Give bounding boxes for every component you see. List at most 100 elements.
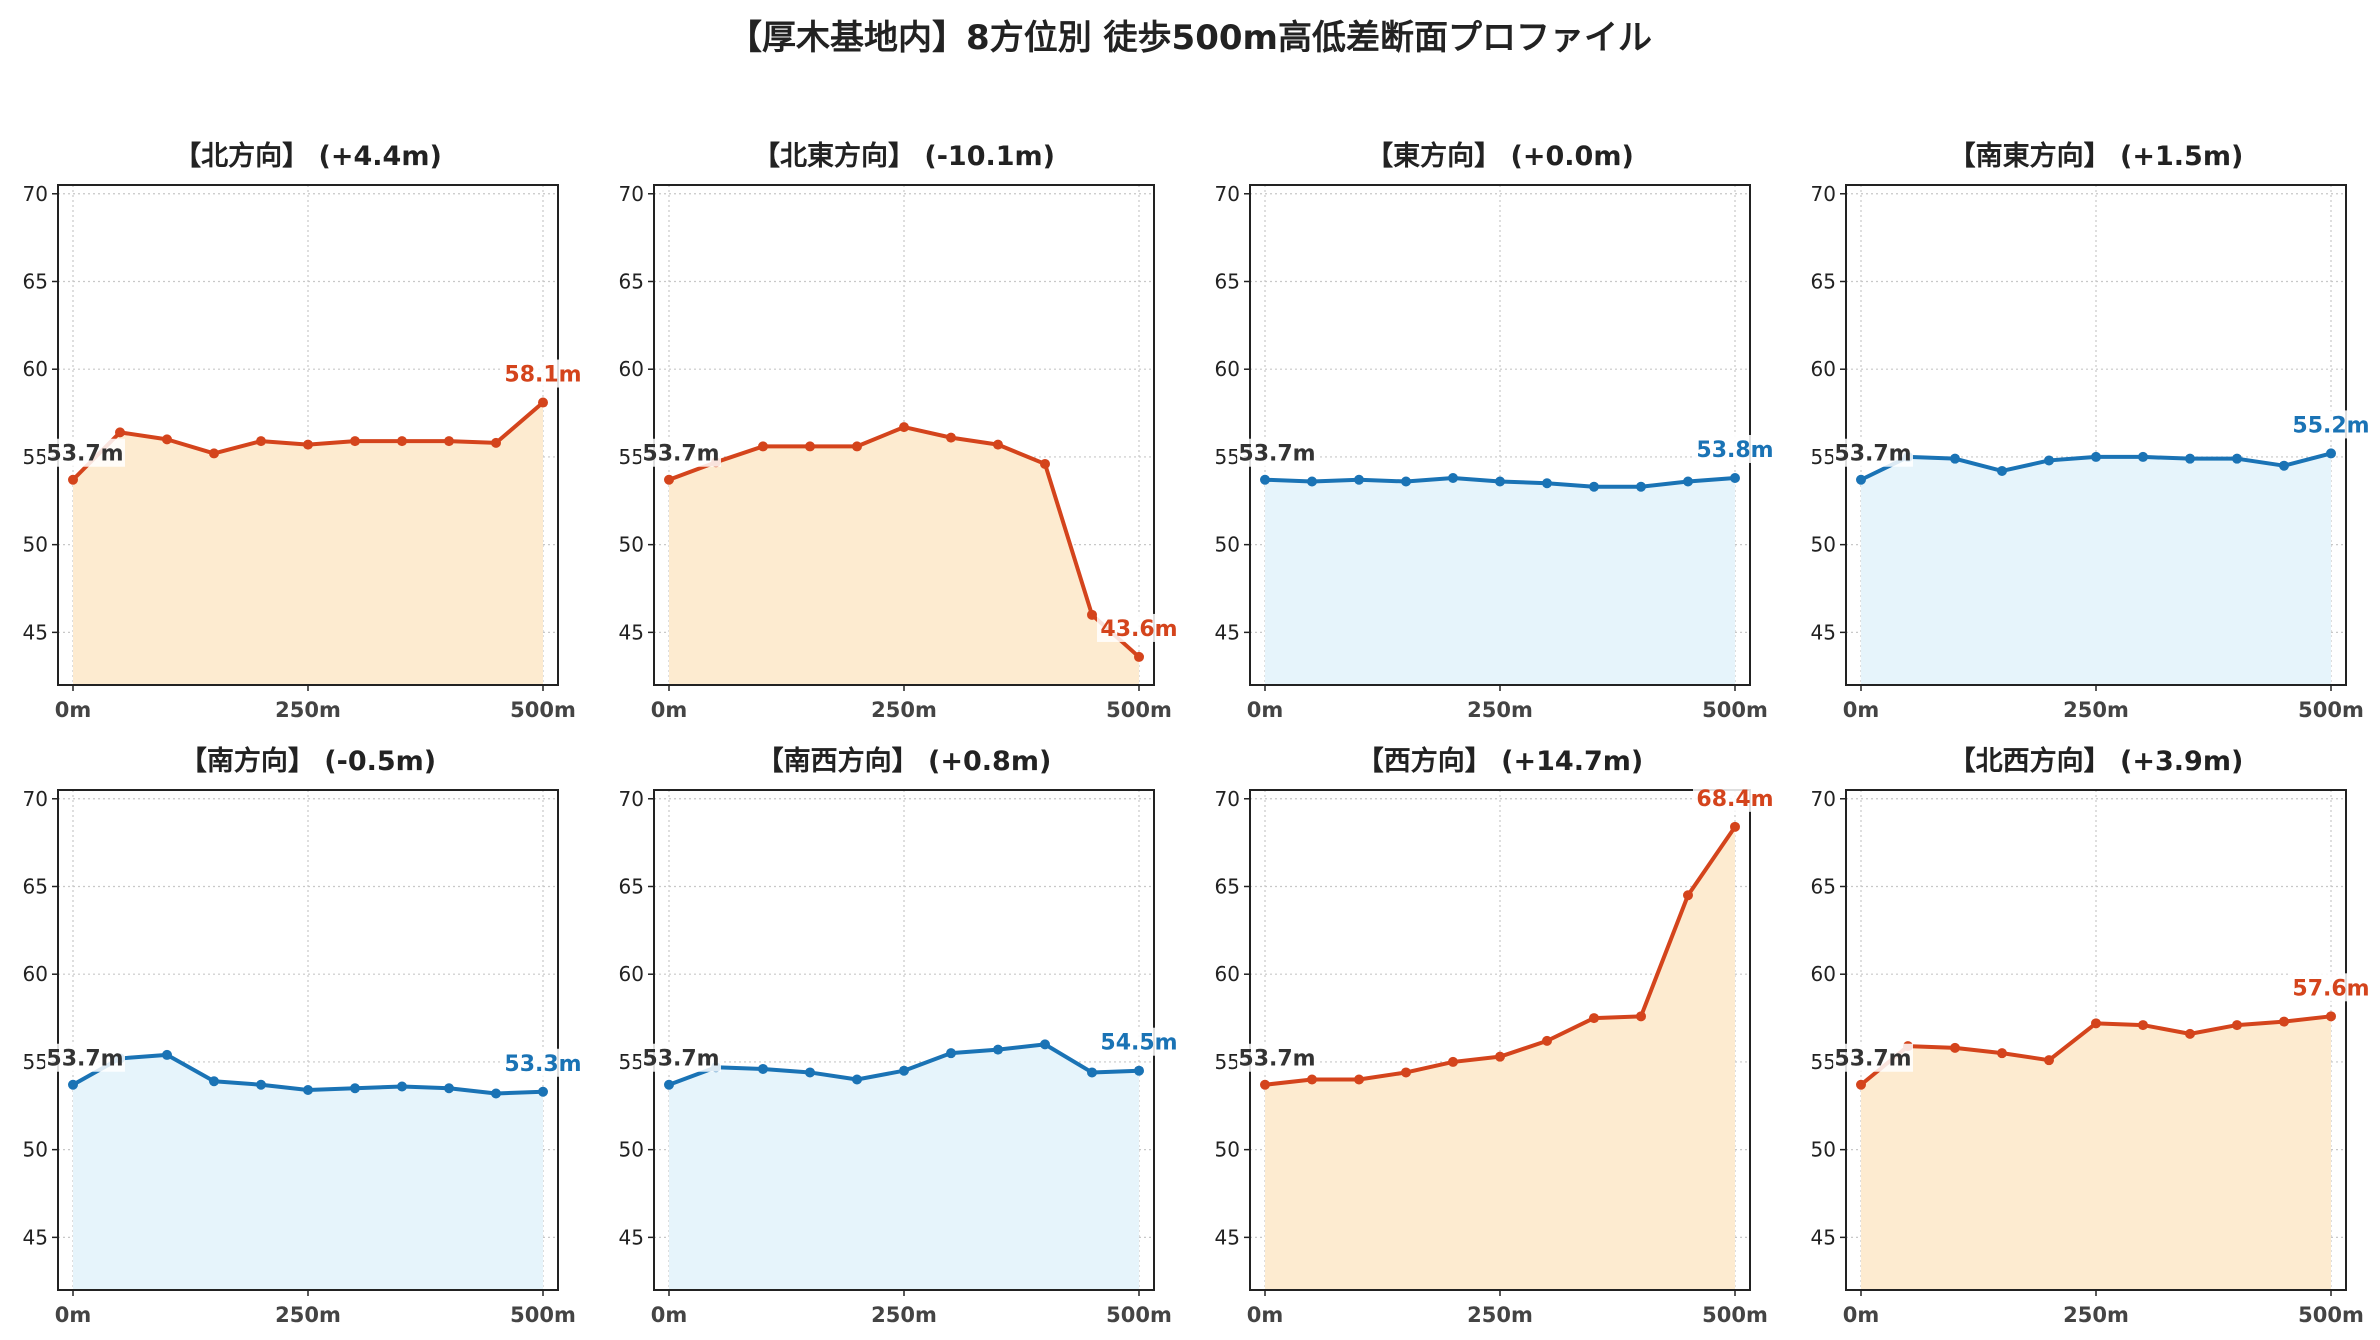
- data-point: [1260, 1079, 1270, 1090]
- start-label: 53.7m: [1238, 1047, 1315, 1072]
- chart-title: 【北西方向】 (+3.9m): [1949, 745, 2244, 777]
- end-label: 53.8m: [1696, 438, 1773, 463]
- data-point: [1636, 481, 1646, 492]
- data-point: [350, 1083, 360, 1094]
- y-tick-label: 45: [1215, 1225, 1240, 1249]
- data-point: [2326, 1011, 2336, 1022]
- data-point: [946, 1048, 956, 1059]
- x-tick-label: 250m: [275, 1303, 341, 1327]
- data-point: [664, 474, 674, 485]
- y-tick-label: 65: [619, 269, 644, 293]
- x-tick-label: 500m: [2298, 1303, 2364, 1327]
- end-label: 57.6m: [2292, 976, 2369, 1001]
- data-point: [303, 439, 313, 450]
- data-point: [1730, 472, 1740, 483]
- y-tick-label: 50: [1215, 1138, 1240, 1162]
- x-tick-label: 0m: [1843, 1303, 1880, 1327]
- data-point: [1856, 1079, 1866, 1090]
- y-tick-label: 60: [619, 962, 644, 986]
- y-tick-label: 55: [1811, 445, 1836, 469]
- end-label-bg: [501, 359, 585, 388]
- y-tick-label: 65: [1215, 269, 1240, 293]
- end-label-bg: [2289, 973, 2373, 1002]
- end-label-bg: [1693, 434, 1777, 463]
- chart-panel-7: 【北西方向】 (+3.9m) 45 50 55 60 65 70 0m 250m 500m 53.7…: [1811, 745, 2373, 1327]
- y-tick-label: 70: [619, 787, 644, 811]
- end-label: 53.3m: [504, 1052, 581, 1077]
- y-tick-label: 50: [23, 533, 48, 557]
- y-tick-label: 45: [619, 1225, 644, 1249]
- data-point: [1260, 474, 1270, 485]
- y-tick-label: 70: [1811, 182, 1836, 206]
- data-point: [1448, 472, 1458, 483]
- x-tick-label: 500m: [510, 698, 576, 722]
- y-tick-label: 50: [1215, 533, 1240, 557]
- y-tick-label: 60: [1215, 357, 1240, 381]
- data-point: [2044, 1055, 2054, 1066]
- start-label: 53.7m: [1834, 1047, 1911, 1072]
- start-label-bg: [45, 438, 125, 467]
- chart-panel-3: 【南東方向】 (+1.5m) 45 50 55 60 65 70 0m 250m 500m 53.7…: [1811, 140, 2373, 722]
- data-point: [1950, 453, 1960, 464]
- data-point: [852, 1074, 862, 1085]
- start-label: 53.7m: [642, 1047, 719, 1072]
- data-point: [1683, 476, 1693, 487]
- start-label-bg: [1833, 438, 1913, 467]
- data-point: [1730, 821, 1740, 832]
- data-point: [1997, 465, 2007, 476]
- y-tick-label: 60: [23, 357, 48, 381]
- y-tick-label: 50: [23, 1138, 48, 1162]
- x-tick-label: 250m: [1467, 1303, 1533, 1327]
- y-tick-label: 55: [619, 1050, 644, 1074]
- data-point: [68, 1079, 78, 1090]
- x-tick-label: 250m: [2063, 698, 2129, 722]
- y-tick-label: 55: [23, 1050, 48, 1074]
- y-tick-label: 45: [1215, 620, 1240, 644]
- x-tick-label: 250m: [275, 698, 341, 722]
- y-tick-label: 70: [1215, 182, 1240, 206]
- y-tick-label: 55: [1811, 1050, 1836, 1074]
- y-tick-label: 70: [23, 787, 48, 811]
- data-point: [491, 1088, 501, 1099]
- data-point: [2326, 448, 2336, 459]
- data-point: [444, 1083, 454, 1094]
- x-tick-label: 500m: [1106, 1303, 1172, 1327]
- y-tick-label: 45: [23, 620, 48, 644]
- data-point: [1040, 1039, 1050, 1050]
- chart-panel-5: 【南西方向】 (+0.8m) 45 50 55 60 65 70 0m 250m 500m 53.7…: [619, 745, 1181, 1327]
- data-point: [1495, 1051, 1505, 1062]
- data-point: [350, 436, 360, 447]
- x-tick-label: 0m: [55, 698, 92, 722]
- start-label: 53.7m: [46, 442, 123, 467]
- y-tick-label: 55: [23, 445, 48, 469]
- area-fill: [1265, 477, 1735, 685]
- x-tick-label: 250m: [871, 698, 937, 722]
- start-label-bg: [45, 1043, 125, 1072]
- data-point: [2044, 455, 2054, 466]
- y-tick-label: 65: [23, 874, 48, 898]
- data-point: [1542, 1035, 1552, 1046]
- data-point: [2185, 1028, 2195, 1039]
- x-tick-label: 250m: [871, 1303, 937, 1327]
- start-label: 53.7m: [1834, 442, 1911, 467]
- area-fill: [73, 1054, 543, 1290]
- start-label: 53.7m: [642, 442, 719, 467]
- data-point: [1354, 474, 1364, 485]
- page-title: 【厚木基地内】8方位別 徒歩500m高低差断面プロファイル: [728, 18, 1652, 58]
- data-point: [538, 1086, 548, 1097]
- chart-panel-1: 【北東方向】 (-10.1m) 45 50 55 60 65 70 0m 250m 500m 53.…: [619, 140, 1181, 722]
- data-point: [115, 427, 125, 438]
- data-point: [1950, 1042, 1960, 1053]
- data-point: [256, 1079, 266, 1090]
- x-tick-label: 500m: [1702, 1303, 1768, 1327]
- data-point: [1997, 1048, 2007, 1059]
- chart-title: 【南方向】 (-0.5m): [180, 745, 436, 777]
- start-label: 53.7m: [46, 1047, 123, 1072]
- y-tick-label: 45: [1811, 1225, 1836, 1249]
- chart-title: 【西方向】 (+14.7m): [1357, 745, 1643, 777]
- y-tick-label: 65: [23, 269, 48, 293]
- data-point: [209, 1076, 219, 1087]
- data-point: [491, 437, 501, 448]
- end-label: 58.1m: [504, 363, 581, 388]
- area-fill: [669, 1044, 1139, 1290]
